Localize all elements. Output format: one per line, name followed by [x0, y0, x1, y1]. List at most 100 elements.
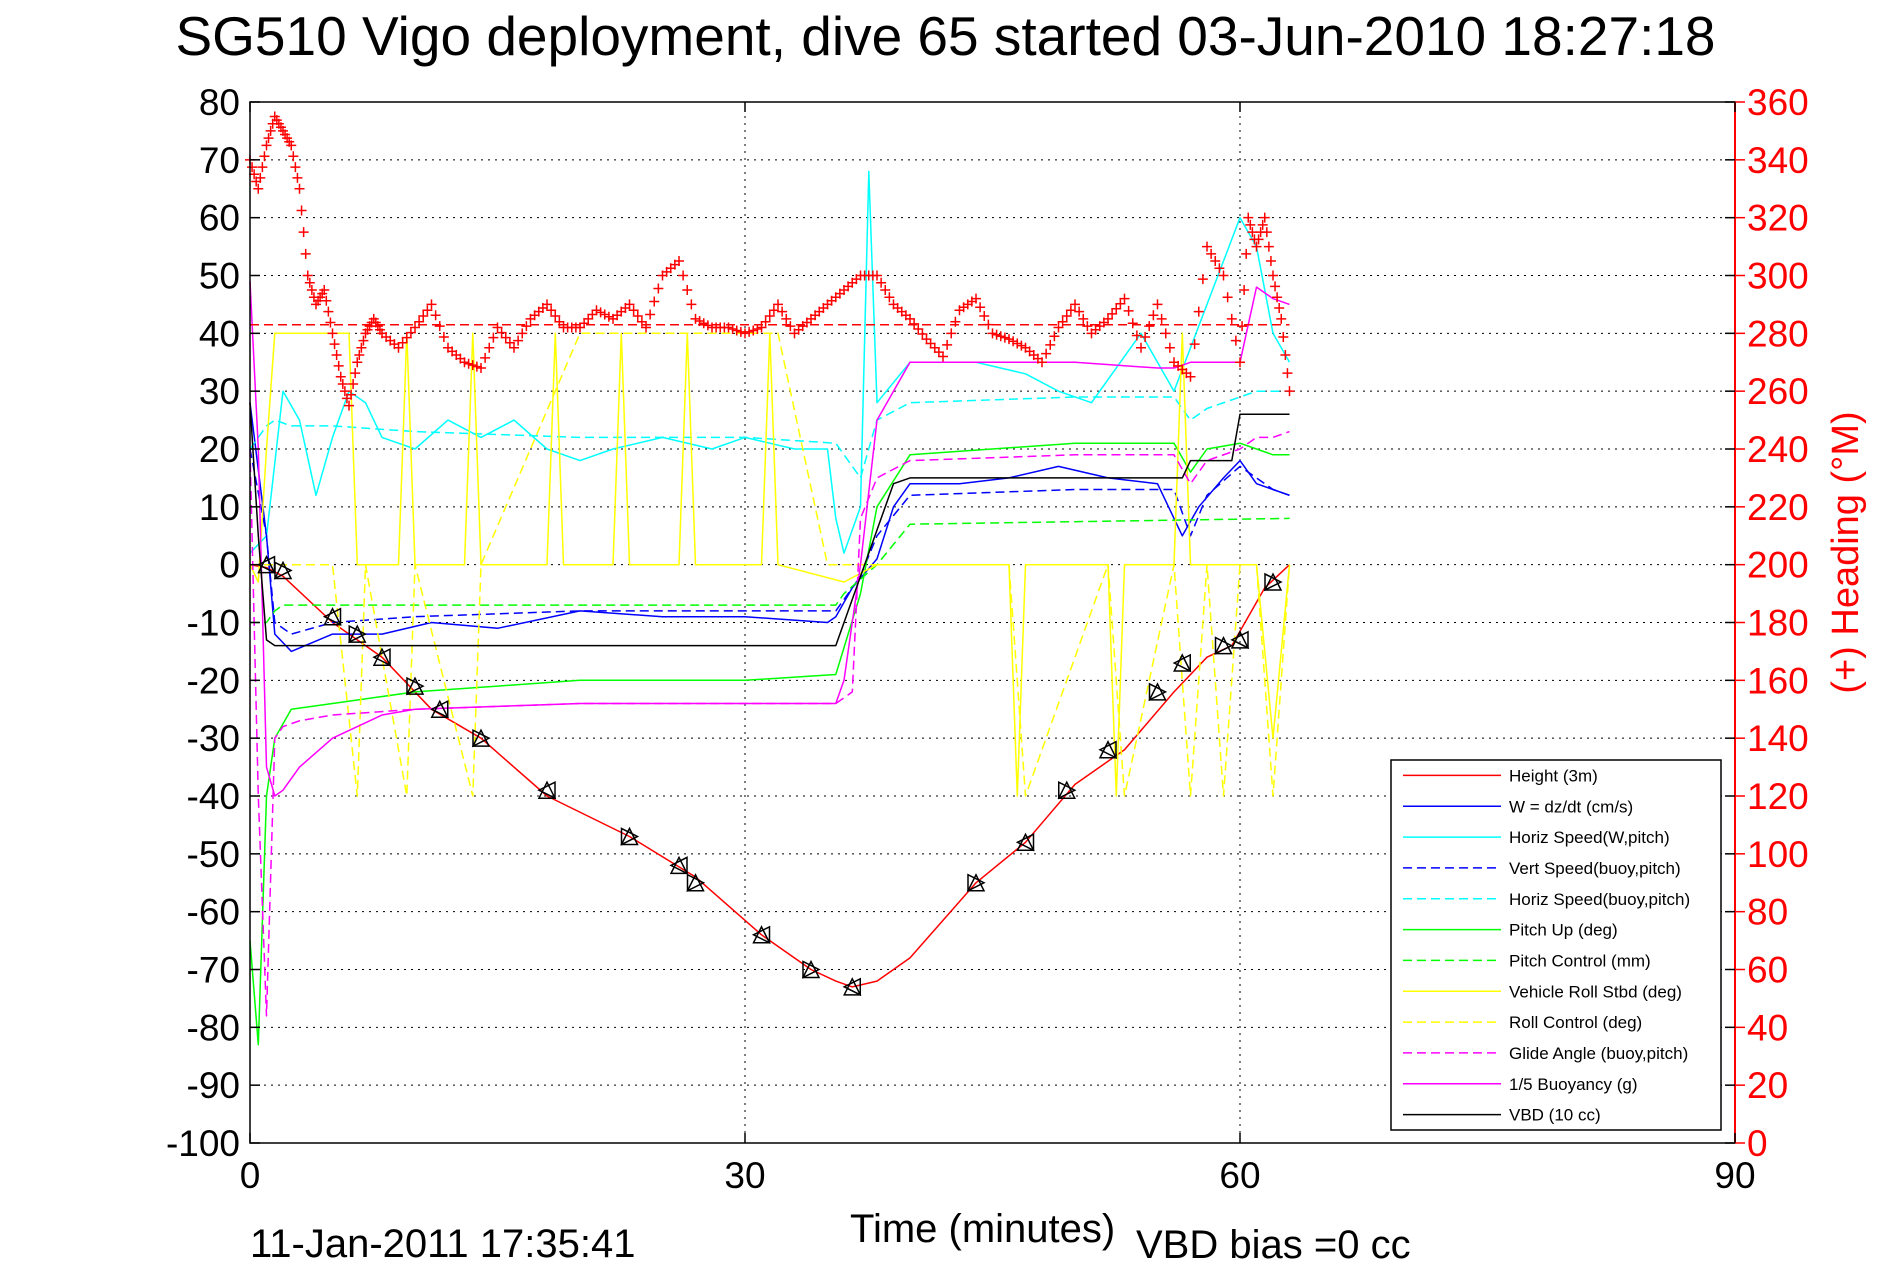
heading-point [298, 227, 309, 238]
y2-tick-label: 60 [1747, 950, 1788, 991]
heading-point [632, 310, 643, 321]
y-axis-right: 0 20 40 60 80 100 120 140 160 180 200 220 240 260 280 3… [1735, 82, 1809, 1164]
heading-point [1111, 303, 1122, 314]
series-group [245, 111, 1295, 1046]
triangle-marker [1098, 740, 1117, 759]
y2-tick-label: 140 [1747, 718, 1809, 759]
heading-point [1230, 335, 1241, 346]
heading-point [517, 328, 528, 339]
heading-point [405, 327, 416, 338]
triangle-marker [1172, 653, 1191, 673]
heading-point [410, 322, 420, 333]
heading-point [306, 284, 317, 295]
triangle-marker [1057, 780, 1076, 799]
heading-point [917, 329, 928, 340]
y-tick-label: -80 [187, 1007, 240, 1048]
heading-point [255, 172, 266, 183]
heading-point [1245, 219, 1256, 230]
heading-point [513, 335, 524, 346]
heading-point [938, 351, 948, 362]
series-line-3 [249, 448, 1290, 635]
heading-point [1237, 321, 1248, 332]
triangle-marker [967, 873, 986, 892]
y2-tick-label: 320 [1747, 198, 1809, 239]
legend-label: Height (3m) [1509, 766, 1598, 785]
series-line-7 [249, 332, 1291, 797]
triangle-marker [537, 781, 556, 800]
triangle-markers [256, 554, 1283, 997]
heading-point [542, 299, 552, 310]
heading-point [777, 306, 788, 317]
heading-point [781, 313, 792, 324]
heading-point [1148, 310, 1159, 321]
legend-label: Vert Speed(buoy,pitch) [1509, 859, 1681, 878]
legend-label: W = dz/dt (cm/s) [1509, 797, 1633, 816]
triangle-marker [274, 561, 293, 580]
series-line-0 [249, 563, 1291, 988]
heading-point [344, 400, 354, 411]
y2-tick-label: 260 [1747, 371, 1809, 412]
heading-point [329, 339, 340, 350]
y-tick-label: 20 [199, 429, 240, 470]
heading-point [991, 329, 1002, 340]
heading-point [1270, 281, 1281, 292]
triangle-marker [1148, 682, 1168, 702]
y-tick-label: -90 [187, 1065, 240, 1106]
heading-point [595, 307, 606, 318]
heading-point [492, 322, 503, 333]
triangle-marker [537, 780, 557, 799]
heading-point [1049, 331, 1060, 342]
triangle-marker [257, 554, 276, 574]
triangle-marker [1214, 635, 1233, 655]
triangle-marker [842, 977, 861, 997]
y-tick-label: -30 [187, 718, 240, 759]
legend: Height (3m) W = dz/dt (cm/s) Horiz Speed(W… [1390, 759, 1722, 1131]
y2-axis-label: (+) Heading (°M) [1825, 411, 1867, 693]
heading-point [1276, 313, 1287, 324]
triangle-marker [1058, 781, 1077, 800]
heading-point [653, 283, 664, 294]
y-tick-label: 0 [219, 545, 240, 586]
series-line-8 [250, 332, 1291, 797]
heading-point [350, 368, 361, 379]
heading-point [418, 310, 429, 321]
heading-point [987, 328, 998, 339]
heading-point [335, 371, 346, 382]
heading-point [1226, 313, 1237, 324]
heading-point [1008, 336, 1019, 347]
heading-point [1004, 334, 1014, 345]
triangle-marker [1098, 740, 1118, 759]
heading-point [579, 318, 590, 329]
heading-point [1074, 306, 1085, 317]
heading-point [1160, 328, 1171, 339]
heading-point [880, 284, 891, 295]
heading-point [546, 305, 557, 316]
triangle-marker [273, 560, 293, 580]
y2-tick-label: 20 [1747, 1065, 1788, 1106]
heading-point [752, 323, 763, 334]
heading-point [764, 310, 775, 321]
legend-label: Glide Angle (buoy,pitch) [1509, 1044, 1688, 1063]
y-tick-label: 40 [199, 313, 240, 354]
legend-label: Pitch Control (mm) [1509, 951, 1651, 970]
heading-point [1136, 342, 1146, 353]
heading-point [760, 316, 771, 327]
triangle-marker [405, 676, 425, 695]
heading-point [686, 299, 697, 310]
heading-point [292, 172, 303, 183]
heading-point [876, 277, 887, 288]
heading-point [1078, 313, 1089, 324]
heading-point [979, 310, 990, 321]
heading-point [259, 151, 270, 162]
y-tick-label: 30 [199, 371, 240, 412]
y-tick-label: 70 [199, 140, 240, 181]
y2-tick-label: 360 [1747, 82, 1809, 123]
heading-point [288, 151, 299, 162]
heading-point [624, 299, 635, 310]
heading-point [1123, 305, 1134, 316]
heading-point [300, 248, 311, 259]
triangle-marker [966, 873, 986, 892]
y2-tick-label: 340 [1747, 140, 1809, 181]
heading-point [645, 309, 656, 320]
heading-point [913, 323, 924, 334]
